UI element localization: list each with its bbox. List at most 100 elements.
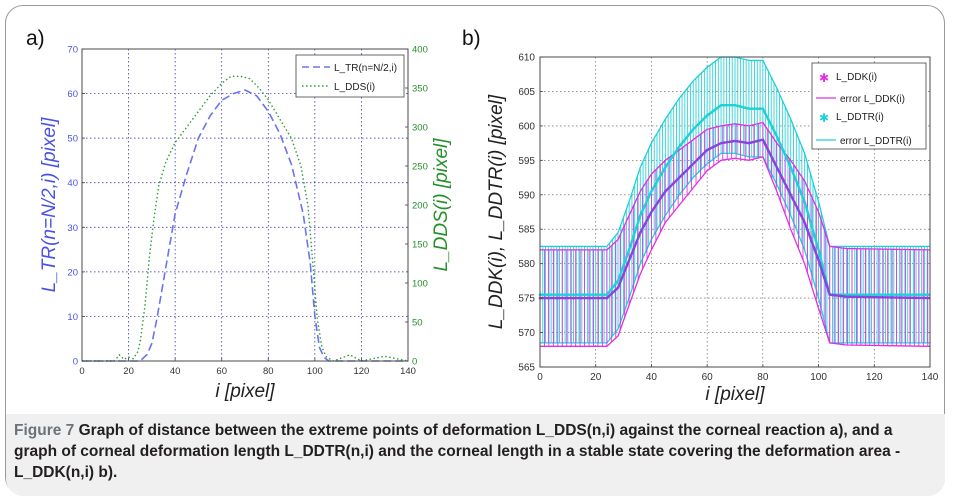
series-lddtr-point bbox=[814, 238, 818, 242]
series-lddk-point bbox=[747, 141, 751, 145]
panel-a-y-label-left: L_TR(n=N/2,i) [pixel] bbox=[39, 117, 60, 292]
series-lddtr-point bbox=[588, 293, 592, 296]
y-tick-label: 565 bbox=[518, 363, 535, 374]
y-tick-label: 605 bbox=[518, 87, 535, 98]
y2-tick-label: 150 bbox=[412, 240, 428, 251]
series-lddk-error-lower bbox=[540, 156, 931, 347]
series-lddk-point bbox=[739, 140, 742, 144]
y2-tick-label: 300 bbox=[412, 123, 428, 134]
x-tick-label: 120 bbox=[866, 372, 883, 383]
series-lddk-point bbox=[889, 296, 893, 299]
series-lddk-point bbox=[730, 140, 734, 143]
series-lddtr-point bbox=[755, 107, 759, 110]
series-lddk-point bbox=[914, 296, 918, 300]
series-lddtr-point bbox=[722, 103, 726, 107]
y-tick-label: 585 bbox=[518, 225, 535, 236]
series-lddk-point bbox=[864, 295, 868, 299]
series-lddtr-point bbox=[572, 293, 575, 296]
panel-b-axes-box bbox=[539, 56, 931, 368]
series-lddtr-point bbox=[797, 186, 801, 190]
legend-lddtr-label: L_DDTR(i) bbox=[836, 112, 884, 123]
panel-a-grid bbox=[82, 49, 408, 361]
series-lddtr-point bbox=[856, 293, 859, 296]
series-lddk-point bbox=[588, 296, 592, 300]
series-lddk-point bbox=[923, 296, 926, 300]
series-lddk-point bbox=[872, 295, 876, 299]
series-lddk-point bbox=[789, 193, 793, 197]
series-lddtr-point bbox=[714, 108, 717, 111]
x-tick-label: 60 bbox=[702, 372, 714, 383]
panel-b-y-label: L_DDK(i), L_DDTR(i) [pixel] bbox=[486, 94, 507, 329]
y-tick-label: 570 bbox=[518, 328, 535, 339]
panel-b: b) 0 20 40 60 80 100 120 140 565 570 575 580 585 590… bbox=[462, 27, 939, 405]
panel-a-series bbox=[82, 75, 409, 362]
series-lddtr-error-lower bbox=[540, 152, 930, 344]
series-lddk-point bbox=[547, 296, 550, 300]
series-lddtr-point bbox=[597, 293, 600, 296]
y-tick-label: 40 bbox=[67, 178, 78, 189]
y-tick-label: 0 bbox=[73, 357, 78, 368]
series-lddtr-point bbox=[563, 293, 567, 296]
y-tick-label: 20 bbox=[67, 267, 78, 278]
panel-a-x-ticks: 0 20 40 60 80 100 120 140 bbox=[79, 358, 416, 377]
series-lddk-point bbox=[814, 251, 818, 254]
series-lddk-point bbox=[906, 296, 910, 300]
series-lddk-point bbox=[622, 272, 625, 276]
series-lddtr-point bbox=[923, 293, 926, 296]
series-lddtr-point bbox=[789, 165, 793, 169]
series-lddtr-point bbox=[672, 153, 676, 157]
x-tick-label: 20 bbox=[123, 366, 134, 377]
panel-a-label: a) bbox=[26, 27, 45, 50]
series-lddk-point bbox=[672, 181, 676, 185]
legend-lddtr-marker: ✱ bbox=[819, 111, 829, 125]
x-tick-label: 80 bbox=[263, 366, 274, 377]
series-lddtr-point bbox=[906, 293, 910, 296]
series-lddk-point bbox=[638, 231, 642, 234]
x-tick-label: 0 bbox=[537, 372, 543, 383]
series-lddtr-point bbox=[914, 293, 918, 296]
y2-tick-label: 200 bbox=[412, 201, 428, 212]
series-lddk-error-upper bbox=[540, 121, 931, 251]
x-tick-label: 20 bbox=[590, 372, 602, 383]
y-tick-label: 70 bbox=[67, 45, 78, 56]
panel-a-plot-area bbox=[82, 49, 408, 361]
series-lddk-point bbox=[847, 295, 851, 299]
legend-ltr-label: L_TR(n=N/2,i) bbox=[334, 63, 397, 74]
series-lddk-point bbox=[630, 252, 634, 255]
series-lddk-point bbox=[705, 148, 709, 152]
x-tick-label: 120 bbox=[353, 366, 369, 377]
panel-a-y-ticks-left: 0 10 20 30 40 50 60 70 bbox=[67, 45, 85, 368]
x-tick-label: 140 bbox=[922, 372, 939, 383]
series-lddk-point bbox=[597, 296, 600, 300]
x-tick-label: 40 bbox=[170, 366, 181, 377]
series-lddk-point bbox=[580, 296, 584, 300]
series-lddtr-point bbox=[705, 114, 709, 117]
panel-b-x-ticks: 0 20 40 60 80 100 120 140 bbox=[537, 364, 939, 383]
series-lddk-point bbox=[689, 165, 692, 168]
y-tick-label: 60 bbox=[67, 89, 78, 100]
series-lddtr-point bbox=[605, 293, 609, 296]
y2-tick-label: 0 bbox=[412, 357, 417, 368]
panel-b-label: b) bbox=[462, 27, 481, 50]
series-lddtr-point bbox=[898, 293, 901, 296]
series-lddk-point bbox=[555, 296, 559, 300]
y2-tick-label: 350 bbox=[412, 84, 428, 95]
caption-text: Graph of distance between the extreme po… bbox=[14, 422, 901, 481]
series-lddtr-point bbox=[655, 180, 659, 183]
caption-box bbox=[6, 414, 945, 496]
series-lddk-point bbox=[898, 296, 901, 299]
series-ldds-line bbox=[82, 75, 409, 362]
x-tick-label: 100 bbox=[810, 372, 827, 383]
series-lddk-point bbox=[697, 156, 701, 160]
series-lddk-point bbox=[605, 296, 609, 300]
series-lddk-line bbox=[540, 138, 931, 300]
x-tick-label: 60 bbox=[216, 366, 227, 377]
series-lddtr-point bbox=[872, 293, 876, 296]
series-lddtr-point bbox=[697, 122, 701, 126]
y-tick-label: 595 bbox=[518, 156, 535, 167]
y-tick-label: 590 bbox=[518, 190, 535, 201]
series-lddtr-point bbox=[747, 107, 751, 110]
series-lddk-point bbox=[714, 144, 717, 148]
series-lddtr-point bbox=[739, 105, 742, 108]
